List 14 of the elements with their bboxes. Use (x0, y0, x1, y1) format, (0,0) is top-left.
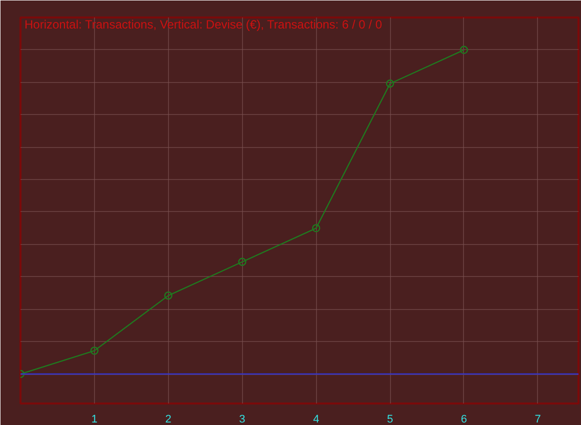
x-tick-label: 3 (239, 414, 246, 425)
x-tick-label: 2 (165, 414, 172, 425)
point (312, 224, 320, 232)
point (164, 291, 172, 300)
x-tick-label: 7 (534, 414, 541, 425)
x-tick-label: 4 (313, 414, 320, 425)
point (90, 346, 99, 355)
x-tick-label: 6 (460, 414, 468, 425)
x-tick-label: 5 (386, 414, 394, 425)
point (460, 46, 468, 54)
point (386, 80, 394, 88)
point (238, 258, 246, 266)
chart-title: Horizontal: Transactions, Vertical: Devise (€), Transactions: 6 / 0 / 0 (24, 18, 382, 32)
x-tick-label: 1 (91, 414, 98, 425)
